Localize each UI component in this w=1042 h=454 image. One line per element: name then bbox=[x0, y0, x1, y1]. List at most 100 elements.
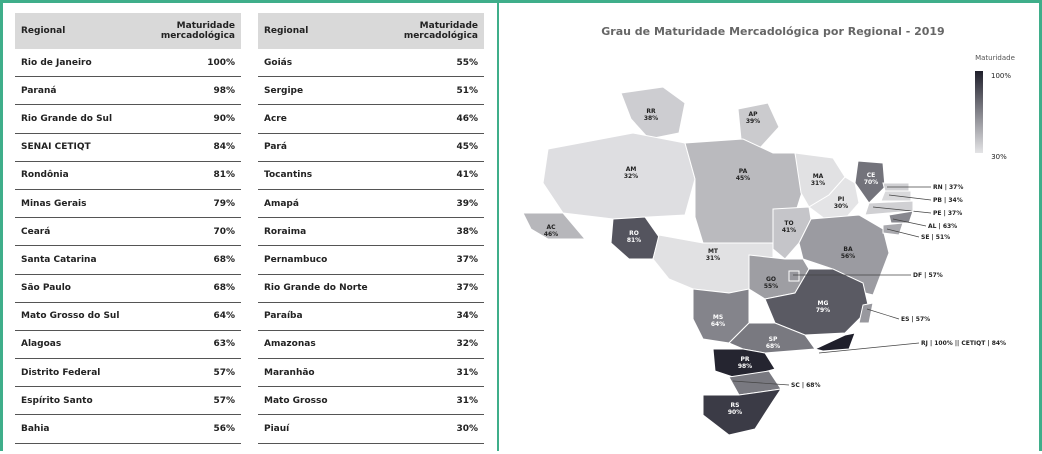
cell: 51% bbox=[392, 76, 484, 106]
region-code: CE bbox=[867, 172, 876, 179]
callout-label: RJ | 100% || CETIQT | 84% bbox=[921, 340, 1006, 347]
cell: Piauí bbox=[258, 414, 392, 444]
region-code: AM bbox=[626, 166, 637, 173]
row: Distrito Federal 57% bbox=[15, 358, 241, 388]
region-code: RR bbox=[646, 108, 656, 115]
region-code: GO bbox=[766, 276, 776, 283]
cell: 32% bbox=[392, 330, 484, 360]
table: Regional Maturidade mercadológica Rio de J… bbox=[15, 13, 241, 444]
cell: Santa Catarina bbox=[15, 245, 149, 275]
map: Grau de Maturidade Mercadológica por Reg… bbox=[522, 25, 1015, 436]
region-value: 32% bbox=[624, 173, 638, 180]
cell: 90% bbox=[149, 104, 241, 134]
row: Goiás 55% bbox=[258, 49, 484, 78]
cell: 41% bbox=[392, 161, 484, 190]
callout-line bbox=[892, 218, 927, 227]
region-code: AC bbox=[546, 224, 556, 231]
row: Pará 45% bbox=[258, 133, 484, 162]
row: São Paulo 68% bbox=[15, 274, 241, 303]
region-value: 64% bbox=[711, 321, 725, 328]
region bbox=[542, 132, 696, 220]
region-code: MG bbox=[818, 300, 829, 307]
row: Maranhão 31% bbox=[258, 358, 484, 388]
region bbox=[858, 302, 874, 324]
cell: Ceará bbox=[15, 217, 149, 247]
cell: Goiás bbox=[258, 49, 392, 78]
legend-gradient bbox=[975, 71, 983, 153]
region-value: 46% bbox=[544, 231, 558, 238]
cell: Espírito Santo bbox=[15, 386, 149, 416]
region-code: BA bbox=[843, 246, 853, 253]
region-code: AP bbox=[748, 111, 758, 118]
cell: 39% bbox=[392, 189, 484, 219]
cell: 56% bbox=[149, 414, 241, 444]
row: Amapá 39% bbox=[258, 189, 484, 219]
header-cell: Maturidade mercadológica bbox=[149, 13, 241, 49]
region bbox=[788, 270, 800, 282]
cell: SENAI CETIQT bbox=[15, 133, 149, 162]
row: Mato Grosso do Sul 64% bbox=[15, 302, 241, 331]
region bbox=[712, 348, 776, 380]
cell: 45% bbox=[392, 133, 484, 162]
cell: 37% bbox=[392, 245, 484, 275]
cell: 38% bbox=[392, 217, 484, 247]
row: Rio de Janeiro 100% bbox=[15, 49, 241, 78]
region bbox=[620, 86, 686, 140]
cell: Alagoas bbox=[15, 330, 149, 360]
row: Paraná 98% bbox=[15, 76, 241, 106]
region bbox=[854, 160, 886, 204]
row: SENAI CETIQT 84% bbox=[15, 133, 241, 162]
cell: 57% bbox=[149, 358, 241, 388]
row: Paraíba 34% bbox=[258, 302, 484, 331]
callout-label: DF | 57% bbox=[913, 272, 943, 279]
cell: 46% bbox=[392, 104, 484, 134]
cell: Rio Grande do Sul bbox=[15, 104, 149, 134]
cell: Pará bbox=[258, 133, 392, 162]
cell: 70% bbox=[149, 217, 241, 247]
cell: 79% bbox=[149, 189, 241, 219]
map-title: Grau de Maturidade Mercadológica por Reg… bbox=[601, 25, 944, 38]
region-value: 55% bbox=[764, 283, 778, 290]
region bbox=[522, 212, 587, 240]
row: Tocantins 41% bbox=[258, 161, 484, 190]
region-value: 31% bbox=[811, 180, 825, 187]
region bbox=[702, 388, 783, 436]
region-value: 90% bbox=[728, 409, 742, 416]
region-code: PR bbox=[740, 356, 749, 363]
region-code: RS bbox=[731, 402, 740, 409]
row: Rio Grande do Sul 90% bbox=[15, 104, 241, 134]
row: Sergipe 51% bbox=[258, 76, 484, 106]
cell: Rio Grande do Norte bbox=[258, 274, 392, 303]
callout-label: PB | 34% bbox=[933, 197, 963, 204]
cell: 100% bbox=[149, 49, 241, 78]
region-code: MS bbox=[713, 314, 723, 321]
row: Rondônia 81% bbox=[15, 161, 241, 190]
header-cell: Maturidade mercadológica bbox=[392, 13, 484, 49]
legend-max: 100% bbox=[991, 72, 1011, 80]
region-value: 79% bbox=[816, 307, 830, 314]
row: Alagoas 63% bbox=[15, 330, 241, 360]
row: Santa Catarina 68% bbox=[15, 245, 241, 275]
header-row: Regional Maturidade mercadológica bbox=[15, 13, 241, 49]
row: Bahia 56% bbox=[15, 414, 241, 444]
callout-label: RN | 37% bbox=[933, 184, 963, 191]
region-value: 98% bbox=[738, 363, 752, 370]
cell: 63% bbox=[149, 330, 241, 360]
region-value: 70% bbox=[864, 179, 878, 186]
region-value: 56% bbox=[841, 253, 855, 260]
cell: 68% bbox=[149, 245, 241, 275]
region-value: 39% bbox=[746, 118, 760, 125]
callout-label: PE | 37% bbox=[933, 210, 962, 217]
region bbox=[813, 332, 856, 352]
cell: Amazonas bbox=[258, 330, 392, 360]
region-code: RO bbox=[629, 230, 639, 237]
region-value: 45% bbox=[736, 175, 750, 182]
cell: 55% bbox=[392, 49, 484, 78]
region-code: SP bbox=[769, 336, 778, 343]
region bbox=[888, 210, 914, 224]
region-value: 31% bbox=[706, 255, 720, 262]
region-value: 41% bbox=[782, 227, 796, 234]
cell: Amapá bbox=[258, 189, 392, 219]
region bbox=[808, 176, 860, 220]
